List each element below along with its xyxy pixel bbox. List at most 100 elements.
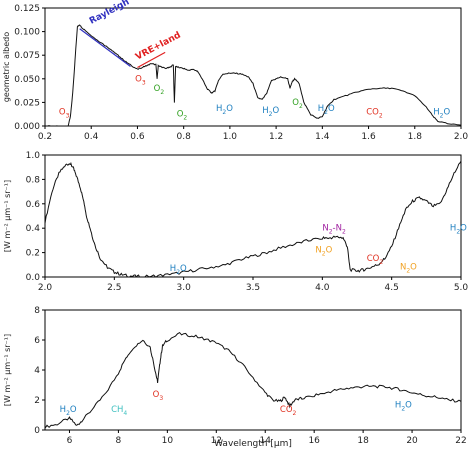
molecule-main: H	[60, 405, 66, 415]
y-axis-label: geometric albedo	[2, 32, 11, 102]
molecule-subscript: 3	[159, 395, 163, 402]
molecule-main: H	[170, 264, 176, 274]
molecule-main: O	[135, 75, 142, 85]
molecule-subscript: 2	[379, 259, 383, 266]
molecule-label: CO2	[366, 108, 383, 120]
spectrum-line	[45, 160, 461, 277]
molecule-subscript: 2	[456, 229, 460, 236]
spectrum-line	[45, 24, 461, 126]
x-tick-label: 12	[211, 436, 222, 446]
plot-frame	[44, 7, 462, 127]
plot-frame	[44, 154, 462, 278]
y-tick-label: 4	[34, 366, 40, 376]
molecule-tail: -N	[333, 224, 342, 234]
albedo-panel: 0.2 0.4 0.6 0.8 1.0 1.2 1.4 1.6 1.8 2.0 0.000 0.025…	[2, 0, 468, 142]
molecule-label: H2O	[433, 108, 450, 120]
molecule-main: O	[154, 84, 161, 94]
molecule-main: CO	[367, 254, 380, 264]
molecule-main: N	[322, 224, 328, 234]
molecule-main: CH	[111, 405, 123, 415]
y-tick-label: 0.125	[14, 4, 40, 14]
molecule-subscript: 2	[324, 109, 328, 116]
x-tick-label: 1.8	[408, 132, 423, 142]
molecule-main: O	[59, 108, 66, 118]
x-tick-label: 20	[406, 436, 418, 446]
x-tick-label: 1.0	[223, 132, 238, 142]
molecule-subscript: 2	[183, 115, 187, 122]
x-tick-label: 0.8	[177, 132, 192, 142]
molecule-main: H	[450, 224, 456, 234]
x-tick-label: 1.6	[361, 132, 376, 142]
x-tick-label: 8	[116, 436, 122, 446]
molecule-label: H2O	[262, 106, 279, 118]
molecule-subscript: 2	[322, 251, 326, 258]
y-axis-label: [W m⁻² μm⁻¹ sr⁻¹]	[3, 180, 12, 252]
molecule-subscript: 2	[299, 103, 303, 110]
molecule-subscript: 2	[66, 410, 70, 417]
x-tick-label: 3.0	[177, 283, 192, 293]
molecule-tail: O	[70, 405, 77, 415]
molecule-label: N2O	[400, 263, 417, 275]
molecule-label: N2O	[315, 246, 332, 258]
molecule-subscript: 2	[406, 268, 410, 275]
molecule-tail: O	[180, 264, 187, 274]
y-tick-label: 8	[34, 306, 40, 316]
molecule-label: O3	[135, 75, 146, 87]
x-tick-label: 2.0	[38, 283, 53, 293]
annotation-label: VRE+land	[134, 30, 182, 62]
molecule-main: CO	[366, 108, 379, 118]
molecule-tail: O	[226, 104, 233, 114]
molecule-main: O	[292, 98, 299, 108]
x-tick-label: 1.4	[315, 132, 330, 142]
molecule-subscript: 3	[66, 113, 70, 120]
molecule-label: H2O	[60, 405, 77, 417]
molecule-main: O	[153, 390, 160, 400]
y-tick-label: 0.6	[26, 200, 41, 210]
x-tick-label: 0.6	[130, 132, 145, 142]
y-tick-label: 0.8	[26, 175, 41, 185]
molecule-label: N2-N2	[322, 224, 346, 236]
rayleigh-bracket	[79, 28, 131, 68]
molecule-label: O3	[153, 390, 164, 402]
annotation-label: Rayleigh	[88, 0, 131, 27]
x-tick-label: 5.0	[454, 283, 469, 293]
molecule-label: H2O	[395, 401, 412, 413]
molecule-label: H2O	[216, 104, 233, 116]
x-tick-label: 2.5	[107, 283, 121, 293]
molecule-tail: O	[326, 246, 333, 256]
molecule-label: CO2	[280, 405, 297, 417]
x-tick-label: 16	[308, 436, 320, 446]
y-tick-label: 0.075	[14, 51, 40, 61]
x-tick-label: 10	[162, 436, 174, 446]
molecule-label: CH4	[111, 405, 127, 417]
x-tick-label: 22	[455, 436, 466, 446]
y-tick-label: 0.050	[14, 75, 40, 85]
x-tick-label: 2.0	[454, 132, 469, 142]
x-tick-label: 6	[67, 436, 73, 446]
y-tick-label: 0.000	[14, 122, 40, 132]
molecule-subscript: 2	[160, 89, 164, 96]
x-tick-label: 4.5	[385, 283, 399, 293]
y-tick-label: 0.4	[26, 224, 41, 234]
molecule-label: CO2	[367, 254, 384, 266]
molecule-subscript: 2	[176, 269, 180, 276]
y-tick-label: 1.0	[26, 151, 41, 161]
molecule-tail: O	[272, 106, 279, 116]
molecule-subscript: 2	[293, 410, 297, 417]
molecule-tail: O	[460, 224, 467, 234]
molecule-main: H	[395, 401, 401, 411]
y-tick-label: 6	[34, 336, 40, 346]
molecule-tail: O	[328, 104, 335, 114]
y-tick-label: 2	[34, 396, 40, 406]
molecule-label: H2O	[318, 104, 335, 116]
molecule-main: O	[177, 110, 184, 120]
molecule-subscript: 4	[123, 410, 127, 417]
molecule-subscript: 2	[342, 229, 346, 236]
molecule-subscript: 2	[269, 111, 273, 118]
molecule-tail: O	[444, 108, 451, 118]
molecule-label: O2	[177, 110, 188, 122]
molecule-subscript: 3	[142, 80, 146, 87]
molecule-main: H	[433, 108, 439, 118]
